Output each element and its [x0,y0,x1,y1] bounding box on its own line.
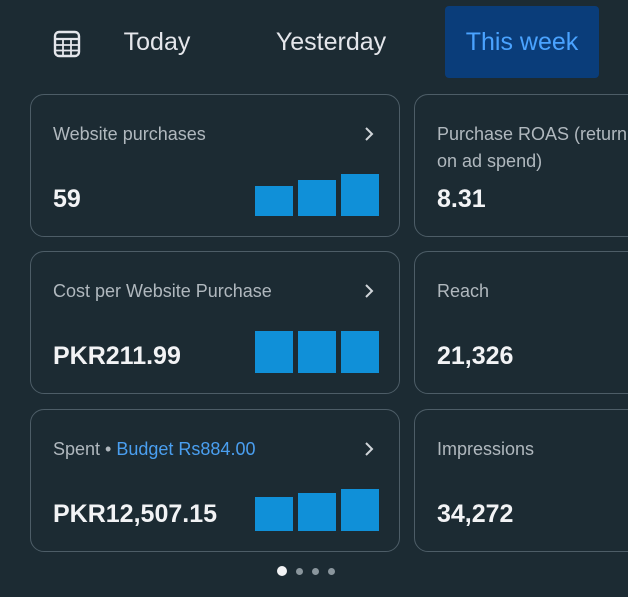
trend-bar [341,489,379,531]
spent-label: Spent [53,439,101,459]
card-value: 59 [53,185,81,213]
card-value: 8.31 [437,185,486,213]
pagination-dot[interactable] [312,568,319,575]
chevron-right-icon [365,284,374,298]
trend-bar [255,186,293,216]
trend-bar [341,331,379,373]
pagination-dot[interactable] [277,566,287,576]
title-separator: • [100,439,117,459]
tab-yesterday[interactable]: Yesterday [275,27,387,56]
card-value: 34,272 [437,500,514,528]
card-value: PKR211.99 [53,342,181,370]
date-range-tabs: Today Yesterday This week [0,0,628,86]
trend-bar [341,174,379,216]
calendar-icon[interactable] [52,30,82,58]
trend-bar [255,497,293,531]
card-title: Cost per Website Purchase [53,281,272,301]
pagination-dot[interactable] [328,568,335,575]
card-value: PKR12,507.15 [53,500,218,528]
card-title: Reach [437,281,490,301]
pagination-dot[interactable] [296,568,303,575]
trend-bar [255,331,293,373]
spent-card[interactable]: Spent • Budget Rs884.00 PKR12,507.15 [30,409,400,552]
trend-bars [255,489,379,531]
cost-per-purchase-card[interactable]: Cost per Website Purchase PKR211.99 [30,251,400,394]
chevron-right-icon [365,127,374,141]
reach-card[interactable]: Reach 21,326 [414,251,628,394]
tab-today[interactable]: Today [123,27,191,56]
card-value: 21,326 [437,342,514,370]
trend-bar [298,331,336,373]
card-title: Website purchases [53,124,206,144]
website-purchases-card[interactable]: Website purchases 59 [30,94,400,237]
tab-this-week[interactable]: This week [445,6,599,78]
card-title: Impressions [437,439,535,459]
trend-bar [298,180,336,216]
impressions-card[interactable]: Impressions 34,272 [414,409,628,552]
trend-bars [255,174,379,216]
chevron-right-icon [365,442,374,456]
trend-bar [298,493,336,531]
trend-bars [255,331,379,373]
purchase-roas-card[interactable]: Purchase ROAS (return on ad spend) 8.31 [414,94,628,237]
card-title: Purchase ROAS (return on ad spend) [437,124,628,171]
card-title: Spent • Budget Rs884.00 [53,436,255,463]
budget-link[interactable]: Budget Rs884.00 [116,439,256,459]
